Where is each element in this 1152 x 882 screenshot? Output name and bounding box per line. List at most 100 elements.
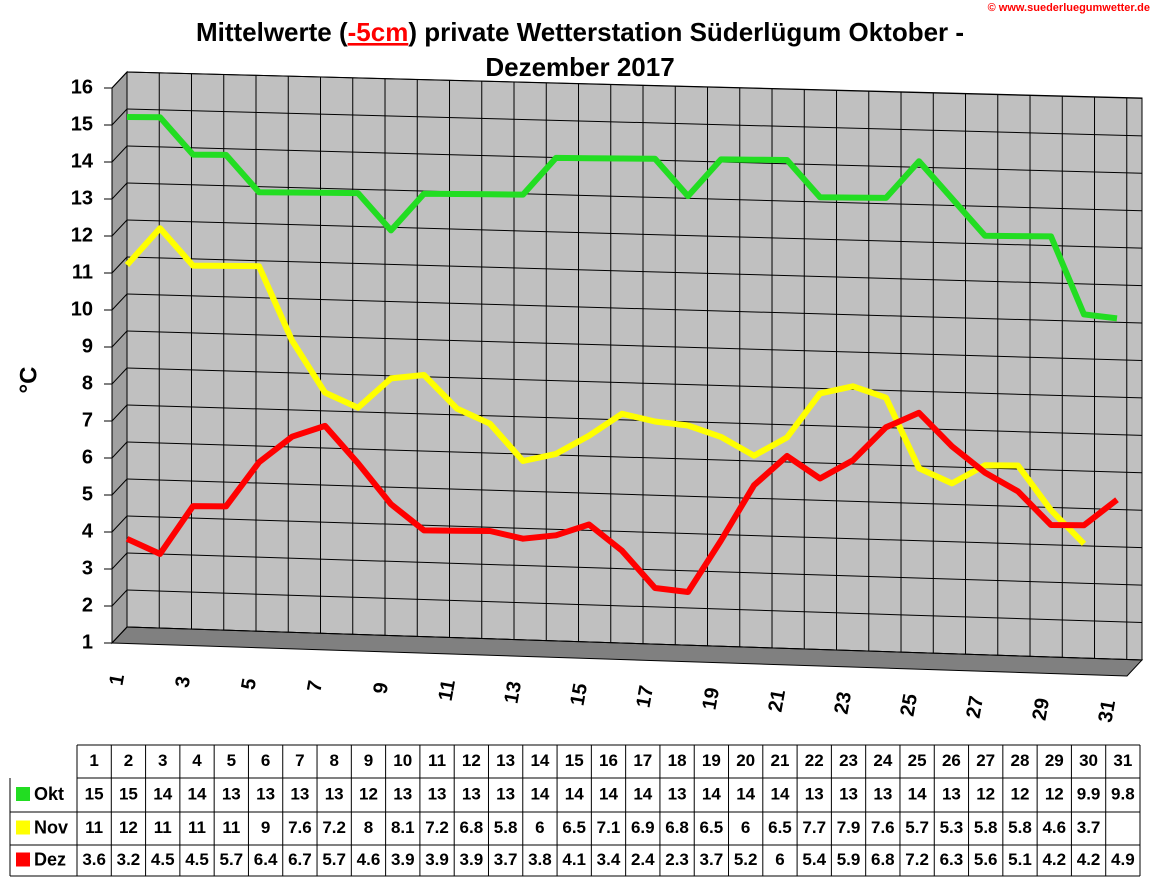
x-tick-label: 1 <box>105 672 129 687</box>
table-header: 16 <box>599 751 618 770</box>
table-cell: 5.6 <box>974 850 998 869</box>
series-line <box>125 409 1119 595</box>
table-cell: 3.2 <box>117 850 141 869</box>
table-cell: 7.2 <box>425 818 449 837</box>
grid-line <box>126 515 1143 549</box>
table-cell: 14 <box>530 784 549 803</box>
table-cell: 13 <box>325 784 344 803</box>
table-cell: 7.1 <box>597 818 621 837</box>
table-cell: 9 <box>261 818 270 837</box>
table-cell: 6 <box>741 818 750 837</box>
table-header: 9 <box>364 751 373 770</box>
grid-line <box>126 404 1143 436</box>
grid-line <box>111 182 128 200</box>
x-tick-label: 19 <box>699 686 725 712</box>
grid-line <box>126 108 1143 137</box>
y-tick-label: 12 <box>71 224 93 246</box>
x-tick-label: 7 <box>303 679 327 694</box>
table-cell: 11 <box>222 818 240 837</box>
table-cell: 6 <box>775 850 784 869</box>
y-tick-label: 13 <box>71 187 93 209</box>
table-cell: 6.5 <box>700 818 724 837</box>
x-tick-label: 13 <box>501 680 527 706</box>
y-tick-label: 3 <box>82 557 93 579</box>
grid-line <box>111 293 128 311</box>
grid-line <box>126 219 1143 249</box>
table-cell: 6.5 <box>562 818 586 837</box>
table-cell: 14 <box>599 784 618 803</box>
title-part: ) private Wetterstation Süderlügum Oktob… <box>408 17 964 47</box>
table-header: 24 <box>873 751 892 770</box>
table-cell: 3.6 <box>82 850 106 869</box>
watermark: © www.suederluegumwetter.de <box>988 2 1150 14</box>
table-cell: 15 <box>85 784 104 803</box>
x-tick-label: 3 <box>171 675 195 690</box>
table-cell: 3.8 <box>528 850 552 869</box>
table-cell: 2.3 <box>665 850 689 869</box>
table-cell: 14 <box>736 784 755 803</box>
y-tick-label: 1 <box>82 631 93 653</box>
table-cell: 5.7 <box>219 850 243 869</box>
x-tick-label: 27 <box>963 694 989 720</box>
table-cell: 5.7 <box>322 850 346 869</box>
table-header: 13 <box>496 751 515 770</box>
table-cell: 11 <box>85 818 103 837</box>
table-header: 18 <box>668 751 687 770</box>
legend-swatch <box>16 787 30 801</box>
y-tick-label: 5 <box>82 483 93 505</box>
table-cell: 6.9 <box>631 818 655 837</box>
x-tick-label: 11 <box>435 678 460 703</box>
grid-line <box>111 145 128 163</box>
y-tick-label: 15 <box>71 113 93 135</box>
legend-swatch <box>16 852 30 867</box>
x-tick-label: 9 <box>369 681 393 696</box>
table-cell: 9.8 <box>1111 784 1135 803</box>
x-tick-label: 15 <box>567 682 593 708</box>
table-cell: 13 <box>256 784 275 803</box>
grid-line <box>111 515 128 533</box>
grid-line <box>126 626 1143 661</box>
table-cell: 4.5 <box>151 850 175 869</box>
grid-line <box>111 626 128 644</box>
x-tick-label: 29 <box>1029 696 1055 722</box>
legend-label: Nov <box>34 817 68 837</box>
table-header: 2 <box>124 751 133 770</box>
table-cell: 5.8 <box>1008 818 1032 837</box>
table-cell: 13 <box>839 784 858 803</box>
legend-label: Okt <box>34 784 64 804</box>
table-header: 21 <box>770 751 789 770</box>
x-tick-label: 5 <box>237 677 261 692</box>
series-line <box>126 114 1118 322</box>
table-cell: 6.3 <box>940 850 964 869</box>
table-cell: 6.8 <box>460 818 484 837</box>
title-part: Mittelwerte ( <box>196 17 348 47</box>
grid-line <box>111 478 128 496</box>
table-cell: 3.7 <box>700 850 724 869</box>
table-header: 4 <box>192 751 202 770</box>
table-cell: 9.9 <box>1077 784 1101 803</box>
legend-label: Dez <box>34 849 66 869</box>
grid-line <box>126 367 1143 399</box>
y-tick-label: 14 <box>71 150 94 172</box>
grid-line <box>126 256 1143 287</box>
table-cell: 14 <box>702 784 721 803</box>
y-tick-label: 7 <box>82 409 93 431</box>
grid-line <box>111 108 128 126</box>
table-header: 31 <box>1113 751 1132 770</box>
series-line <box>124 225 1087 546</box>
table-cell: 7.7 <box>802 818 826 837</box>
table-cell: 14 <box>908 784 927 803</box>
table-cell: 14 <box>188 784 207 803</box>
table-cell: 3.7 <box>1077 818 1101 837</box>
table-cell: 13 <box>428 784 447 803</box>
table-header: 20 <box>736 751 755 770</box>
table-cell: 5.4 <box>802 850 826 869</box>
grid-line <box>111 441 128 459</box>
table-header: 25 <box>908 751 927 770</box>
table-cell: 5.2 <box>734 850 758 869</box>
table-header: 27 <box>976 751 995 770</box>
table-header: 23 <box>839 751 858 770</box>
grid-line <box>111 256 128 274</box>
y-tick-label: 8 <box>82 372 93 394</box>
